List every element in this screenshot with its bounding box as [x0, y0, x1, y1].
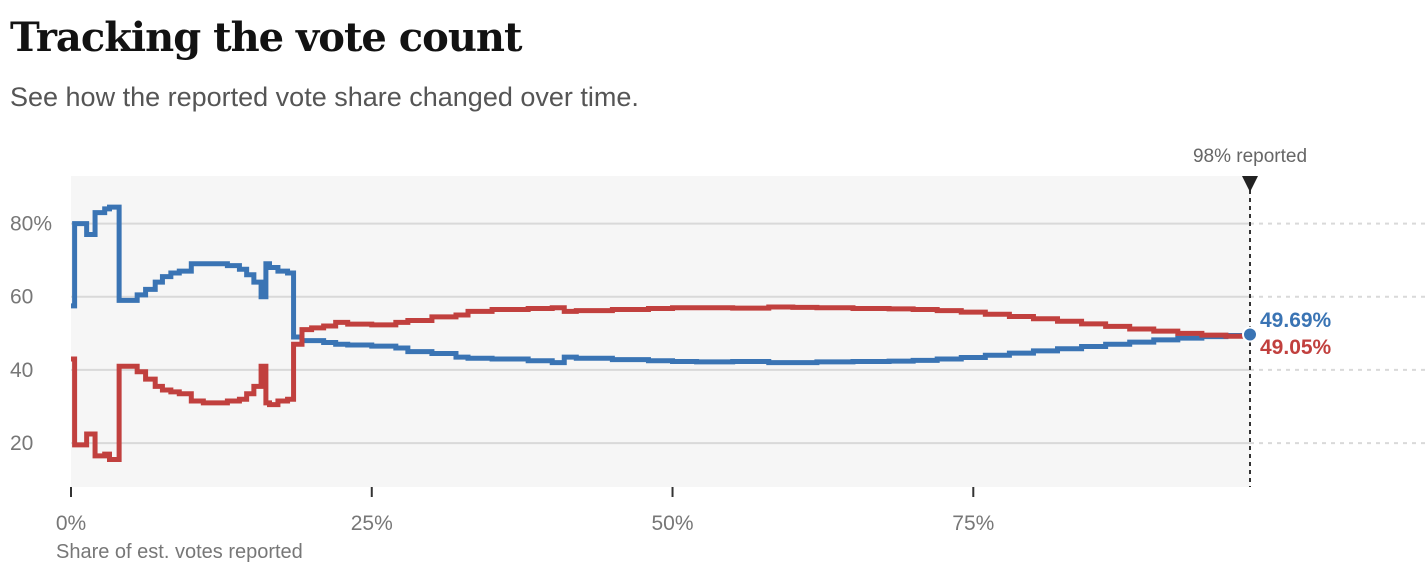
chart-subtitle: See how the reported vote share changed …: [10, 82, 639, 112]
reported-marker-label: 98% reported: [1193, 146, 1307, 167]
reported-marker-arrow: [1242, 176, 1258, 192]
x-tick-label: 0%: [56, 512, 86, 535]
end-label-blue: 49.69%: [1260, 309, 1332, 332]
y-tick-label: 40: [10, 359, 33, 382]
plot-background: [71, 176, 1250, 487]
chart-title: Tracking the vote count: [10, 14, 522, 61]
endpoint-dot: [1242, 326, 1258, 343]
y-tick-label: 20: [10, 432, 33, 455]
y-tick-label: 60: [10, 286, 33, 309]
x-tick-label: 75%: [952, 512, 994, 535]
x-tick-label: 50%: [652, 512, 694, 535]
y-tick-label: 80%: [10, 213, 52, 236]
end-label-red: 49.05%: [1260, 336, 1332, 359]
series-line-red: [71, 304, 1253, 463]
x-tick-label: 25%: [351, 512, 393, 535]
series-line-blue: [71, 204, 1253, 366]
x-axis-label: Share of est. votes reported: [56, 541, 303, 563]
